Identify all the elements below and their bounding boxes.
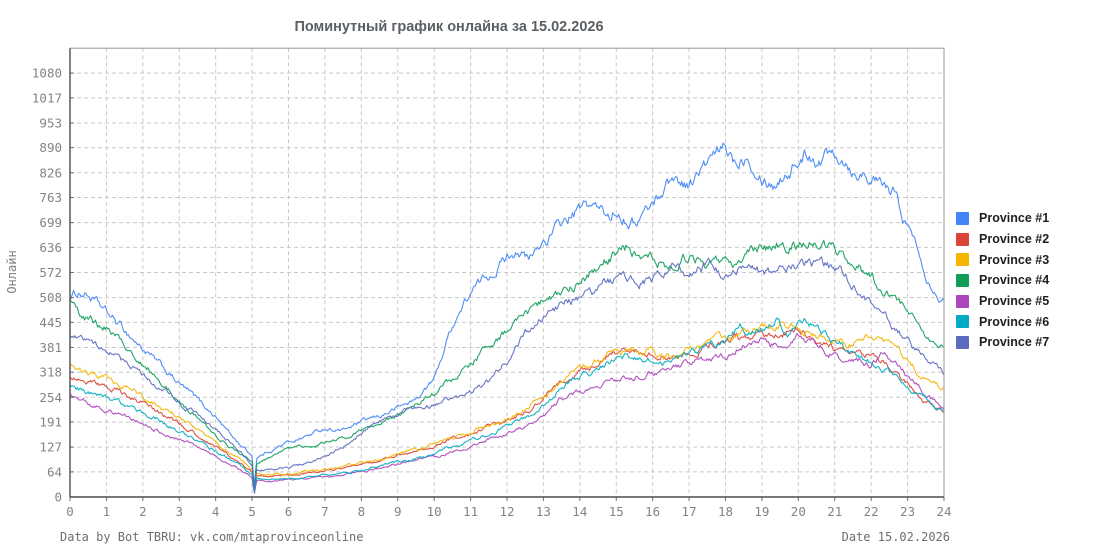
y-tick-label: 127 (39, 440, 62, 455)
legend-swatch-icon (956, 232, 969, 246)
y-tick-label: 254 (39, 390, 62, 405)
legend-item-1: Province #1 (956, 208, 1049, 229)
chart-series-lines (69, 142, 945, 494)
legend-item-5: Province #5 (956, 291, 1049, 312)
y-tick-label: 381 (39, 340, 62, 355)
legend-item-7: Province #7 (956, 332, 1049, 353)
legend-label: Province #3 (979, 252, 1050, 267)
y-tick-label: 636 (39, 240, 62, 255)
series-line-7 (69, 256, 945, 491)
series-line-4 (69, 239, 945, 488)
x-tick-label: 21 (827, 504, 842, 519)
y-tick-label: 1017 (32, 90, 62, 105)
series-line-1 (69, 142, 945, 487)
legend-label: Province #2 (979, 232, 1050, 247)
x-tick-label: 18 (718, 504, 733, 519)
footer-credit-text: Data by Bot TBRU: vk.com/mtaprovinceonli… (60, 530, 363, 544)
chart-grid (70, 48, 944, 497)
x-tick-label: 20 (791, 504, 806, 519)
legend-label: Province #4 (979, 273, 1050, 288)
legend-item-6: Province #6 (956, 311, 1049, 332)
y-tick-label: 0 (54, 490, 62, 505)
chart-axes: 0641271912543183814455085726366997638268… (32, 47, 952, 519)
y-tick-label: 1080 (32, 66, 62, 81)
legend-swatch-icon (956, 211, 969, 225)
x-tick-label: 10 (427, 504, 442, 519)
legend-item-4: Province #4 (956, 270, 1049, 291)
y-tick-label: 572 (39, 265, 62, 280)
y-tick-label: 64 (47, 464, 62, 479)
legend-label: Province #6 (979, 314, 1050, 329)
y-axis-title: Онлайн (5, 250, 19, 293)
legend-swatch-icon (956, 315, 969, 329)
y-tick-label: 445 (39, 315, 62, 330)
x-tick-label: 4 (212, 504, 220, 519)
legend-label: Province #5 (979, 294, 1050, 309)
x-tick-label: 13 (536, 504, 551, 519)
x-tick-label: 22 (864, 504, 879, 519)
x-tick-label: 12 (499, 504, 514, 519)
y-tick-label: 763 (39, 190, 62, 205)
series-line-5 (69, 332, 945, 494)
series-line-3 (69, 321, 945, 491)
x-tick-label: 6 (285, 504, 293, 519)
x-tick-label: 23 (900, 504, 915, 519)
x-tick-label: 3 (175, 504, 183, 519)
x-tick-label: 19 (754, 504, 769, 519)
y-tick-label: 508 (39, 290, 62, 305)
x-tick-label: 9 (394, 504, 402, 519)
x-tick-label: 24 (936, 504, 951, 519)
x-tick-label: 14 (572, 504, 587, 519)
chart-legend: Province #1 Province #2 Province #3 Provinc… (956, 208, 1049, 353)
legend-label: Province #7 (979, 335, 1050, 350)
series-line-6 (69, 317, 945, 493)
x-tick-label: 2 (139, 504, 147, 519)
x-tick-label: 5 (248, 504, 256, 519)
y-tick-label: 826 (39, 165, 62, 180)
legend-swatch-icon (956, 273, 969, 287)
x-tick-label: 7 (321, 504, 329, 519)
y-tick-label: 890 (39, 140, 62, 155)
legend-swatch-icon (956, 335, 969, 349)
x-tick-label: 1 (103, 504, 111, 519)
legend-item-3: Province #3 (956, 249, 1049, 270)
x-tick-label: 16 (645, 504, 660, 519)
footer-date-text: Date 15.02.2026 (842, 530, 950, 544)
chart-title: Поминутный график онлайна за 15.02.2026 (294, 19, 603, 35)
y-tick-label: 191 (39, 415, 62, 430)
y-tick-label: 699 (39, 215, 62, 230)
x-tick-label: 17 (682, 504, 697, 519)
x-tick-label: 0 (66, 504, 74, 519)
x-tick-label: 11 (463, 504, 478, 519)
y-tick-label: 953 (39, 115, 62, 130)
legend-label: Province #1 (979, 211, 1050, 226)
y-tick-label: 318 (39, 365, 62, 380)
legend-swatch-icon (956, 253, 969, 267)
x-tick-label: 15 (609, 504, 624, 519)
legend-swatch-icon (956, 294, 969, 308)
x-tick-label: 8 (358, 504, 366, 519)
legend-item-2: Province #2 (956, 229, 1049, 250)
